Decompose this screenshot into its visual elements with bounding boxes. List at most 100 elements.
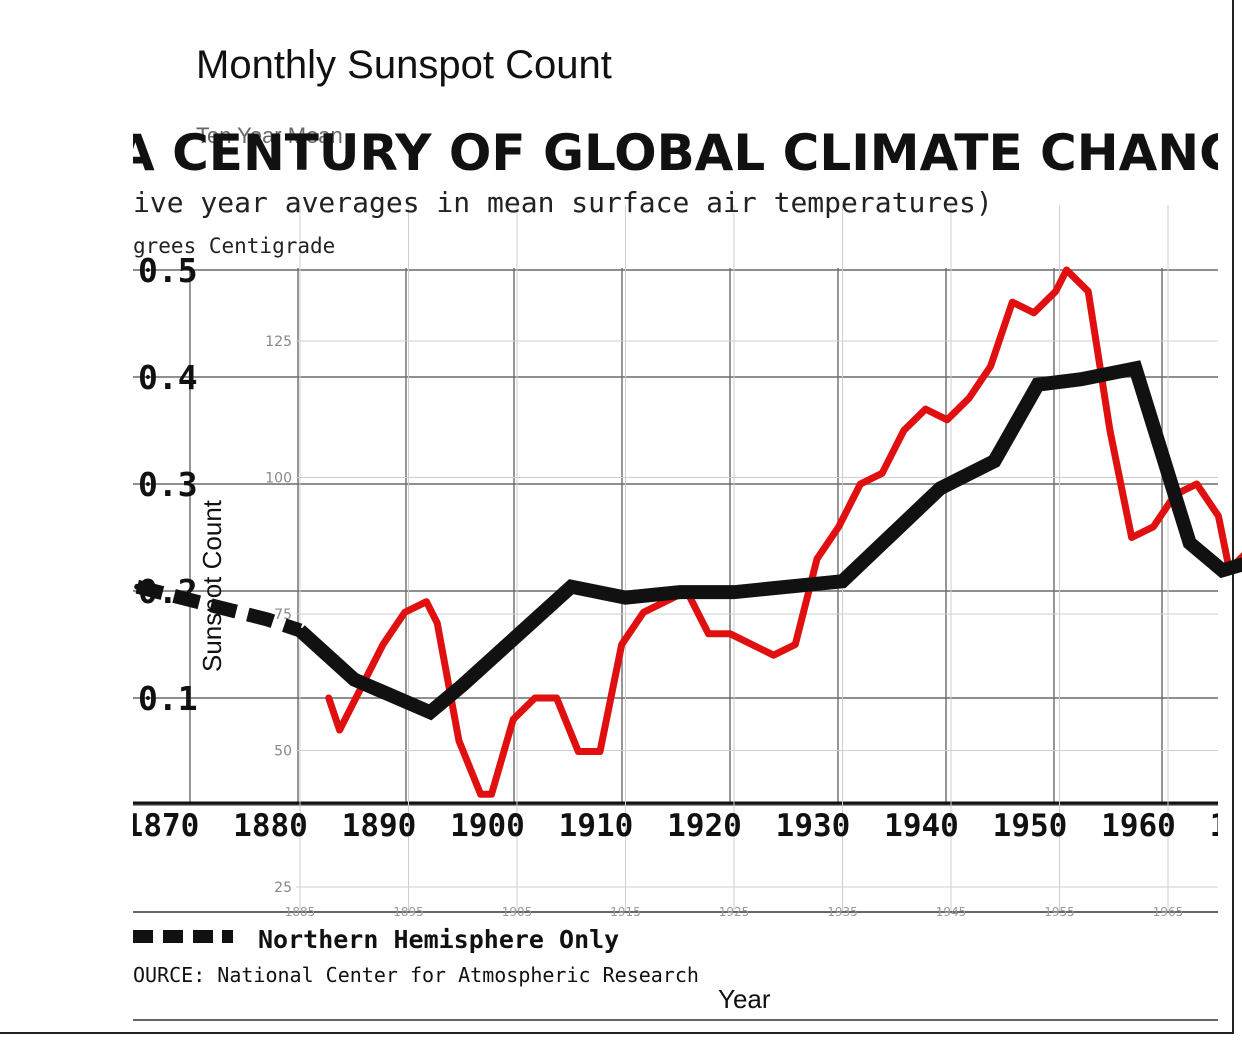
sunspot-series-point — [1034, 381, 1041, 388]
sunspot-series-point — [297, 627, 303, 634]
temperature-x-tick-label: 1900 — [450, 808, 525, 844]
legend-dash — [193, 930, 213, 943]
sunspot-x-tick-label: 1905 — [502, 905, 533, 919]
series-layer — [134, 266, 1242, 798]
headline-text: A CENTURY OF GLOBAL CLIMATE CHANGES — [116, 124, 1242, 182]
sunspot-series-point — [937, 485, 944, 492]
y-axis-label: Sunspot Count — [197, 499, 227, 672]
temperature-x-tick-label: 1870 — [125, 808, 200, 844]
temperature-series-point — [966, 395, 972, 401]
temperature-series-point — [478, 791, 484, 797]
temperature-series-point — [575, 749, 581, 754]
temperature-series-point — [857, 481, 863, 487]
temperature-series-point — [1053, 288, 1059, 294]
temperature-series-point — [901, 428, 907, 433]
temperature-y-ticks: 0.10.20.30.40.5 — [138, 251, 198, 718]
temperature-series-point — [597, 749, 603, 754]
temperature-series-point — [1129, 535, 1135, 540]
legend-label: Northern Hemisphere Only — [258, 925, 619, 954]
sunspot-series-point — [1219, 567, 1226, 574]
temperature-y-tick-label: 0.5 — [138, 251, 198, 290]
temperature-y-tick-label: 0.3 — [138, 465, 198, 504]
temperature-x-tick-label: 1910 — [559, 808, 634, 844]
temperature-series-point — [1064, 267, 1070, 273]
temperature-series-point — [944, 417, 950, 423]
sunspot-series-point — [351, 676, 358, 683]
sunspot-x-tick-label: 1945 — [936, 905, 967, 919]
sunspot-x-tick-label: 1955 — [1044, 905, 1075, 919]
temperature-y-tick-label: 0.4 — [138, 358, 198, 397]
temperature-series-point — [510, 716, 516, 722]
sunspot-x-tick-label: 1895 — [393, 905, 424, 919]
chart-title: Monthly Sunspot Count — [196, 43, 612, 87]
temperature-series-point — [1009, 299, 1015, 305]
temperature-x-tick-label: 1950 — [993, 808, 1068, 844]
temperature-series-point — [727, 631, 733, 637]
temperature-series-point — [1085, 288, 1091, 294]
temperature-series-point — [792, 642, 798, 647]
sunspot-series-point — [264, 616, 271, 623]
temperature-series-point — [489, 791, 494, 797]
sunspot-x-tick-label: 1935 — [827, 905, 858, 919]
temperature-series-point — [771, 652, 777, 658]
sunspot-grid — [133, 205, 1218, 913]
temperature-series-point — [640, 609, 646, 615]
sunspot-series-point — [459, 681, 466, 688]
temperature-x-tick-label: 1960 — [1101, 808, 1176, 844]
temperature-x-tick-label: 1930 — [776, 808, 851, 844]
temperature-series-point — [836, 524, 842, 530]
temperature-x-ticks: 1870 1880 1890 1900 1910 1920 1930 1940 1950 1960… — [125, 808, 1242, 844]
sunspot-series-point — [731, 589, 737, 596]
temperature-series-point — [1107, 428, 1113, 433]
temperature-series-point — [988, 363, 994, 369]
sunspot-series-point — [568, 583, 575, 590]
temperature-x-tick-label: 1940 — [884, 808, 959, 844]
temperature-series-point — [326, 695, 332, 701]
temperature-x-tick-label: 1970 — [1210, 808, 1242, 844]
source-note: OURCE: National Center for Atmospheric R… — [133, 963, 699, 987]
temperature-series-point — [1150, 524, 1156, 530]
sunspot-x-ticks: 1885189519051915192519351945195519651975 — [285, 905, 1184, 919]
temperature-series-point — [554, 695, 560, 701]
sunspot-series-point — [676, 589, 683, 596]
temperature-unit-label: grees Centigrade — [133, 234, 335, 258]
temperature-series-point — [1215, 513, 1221, 519]
sunspot-y-tick-label: 100 — [265, 471, 292, 487]
temperature-x-tick-label: 1880 — [233, 808, 308, 844]
temperature-series-point — [923, 406, 928, 412]
legend: Northern Hemisphere Only — [133, 925, 619, 954]
ghost-ten-year-mean-label: Ten Year Mean — [196, 123, 343, 148]
temperature-series-line — [325, 266, 1242, 798]
sunspot-x-tick-label: 1915 — [610, 905, 641, 919]
sunspot-series-point — [839, 578, 846, 585]
temperature-series-point — [814, 556, 820, 562]
temperature-y-tick-label: 0.1 — [138, 679, 198, 718]
temperature-series-point — [1194, 481, 1200, 487]
temperature-series-point — [337, 727, 343, 733]
temperature-series-point — [619, 642, 625, 647]
temperature-series-point — [879, 470, 885, 476]
sunspot-x-tick-label: 1885 — [285, 905, 316, 919]
temperature-series-point — [423, 599, 429, 605]
sunspot-y-tick-label: 25 — [274, 880, 292, 896]
temperature-grid — [133, 268, 1218, 806]
sunspot-series-point — [134, 583, 141, 590]
sunspot-series-point — [991, 458, 998, 465]
temperature-series-point — [456, 738, 462, 744]
sunspot-series-point — [1078, 376, 1085, 383]
temperature-series-point — [380, 642, 386, 647]
temperature-x-tick-label: 1890 — [342, 808, 417, 844]
sunspot-x-tick-label: 1965 — [1153, 905, 1184, 919]
sunspot-y-tick-label: 50 — [274, 744, 292, 760]
temperature-series-point — [706, 631, 711, 637]
temperature-series-point — [749, 642, 755, 647]
sunspot-x-tick-label: 1925 — [719, 905, 750, 919]
sunspot-y-tick-label: 125 — [265, 334, 292, 350]
legend-dash — [222, 930, 233, 943]
sunspot-series-point — [1132, 365, 1139, 372]
sunspot-series-point — [427, 709, 434, 716]
sunspot-series-point — [1186, 540, 1193, 547]
temperature-x-tick-label: 1920 — [667, 808, 742, 844]
